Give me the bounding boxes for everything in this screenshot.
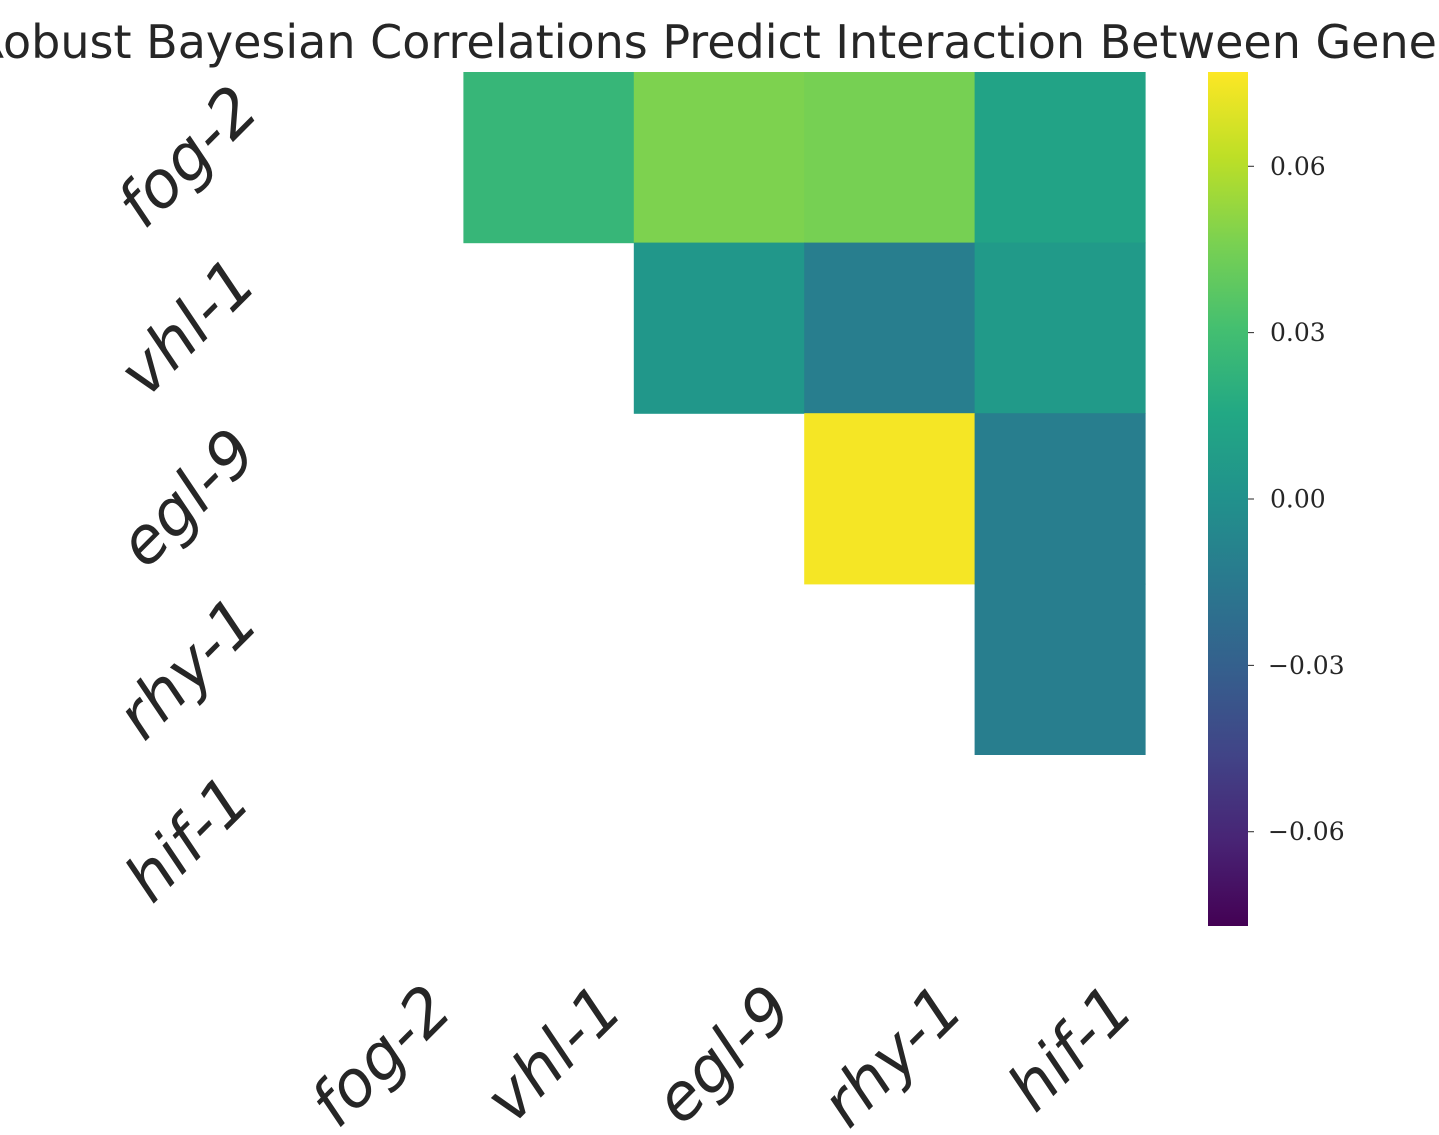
cell-vhl-1-hif-1 <box>974 242 1146 414</box>
colorbar-gradient <box>1208 72 1248 926</box>
cell-egl-9-rhy-1 <box>804 413 976 585</box>
colorbar-tick-label: −0.03 <box>1268 651 1345 680</box>
column-label-fog-2: fog-2 <box>297 972 467 1135</box>
heatmap-cells <box>463 72 1146 755</box>
column-label-rhy-1: rhy-1 <box>808 972 978 1135</box>
cell-egl-9-hif-1 <box>974 413 1146 585</box>
column-label-egl-9: egl-9 <box>641 972 808 1135</box>
colorbar-ticks: 0.06 0.03 0.00 −0.03 −0.06 <box>1248 152 1345 846</box>
colorbar-tick-label: −0.06 <box>1268 817 1345 846</box>
column-label-vhl-1: vhl-1 <box>471 972 636 1135</box>
colorbar-tick-label: 0.03 <box>1270 318 1326 347</box>
row-label-rhy-1: rhy-1 <box>103 584 273 754</box>
colorbar-tick-label: 0.06 <box>1270 152 1326 181</box>
colorbar: 0.06 0.03 0.00 −0.03 −0.06 <box>1208 72 1345 926</box>
cell-fog-2-hif-1 <box>974 72 1146 244</box>
row-label-hif-1: hif-1 <box>111 763 265 917</box>
cell-fog-2-vhl-1 <box>463 72 635 244</box>
chart-title: Robust Bayesian Correlations Predict Int… <box>0 15 1439 69</box>
cell-fog-2-egl-9 <box>633 72 805 244</box>
row-label-fog-2: fog-2 <box>103 72 273 242</box>
cell-rhy-1-hif-1 <box>974 583 1146 755</box>
row-label-egl-9: egl-9 <box>105 415 272 582</box>
cell-vhl-1-rhy-1 <box>804 242 976 414</box>
cell-fog-2-rhy-1 <box>804 72 976 244</box>
colorbar-tick-label: 0.00 <box>1270 485 1326 514</box>
cell-vhl-1-egl-9 <box>633 242 805 414</box>
column-label-hif-1: hif-1 <box>994 972 1148 1126</box>
row-label-vhl-1: vhl-1 <box>105 245 270 410</box>
column-labels: fog-2 vhl-1 egl-9 rhy-1 hif-1 <box>297 972 1148 1135</box>
